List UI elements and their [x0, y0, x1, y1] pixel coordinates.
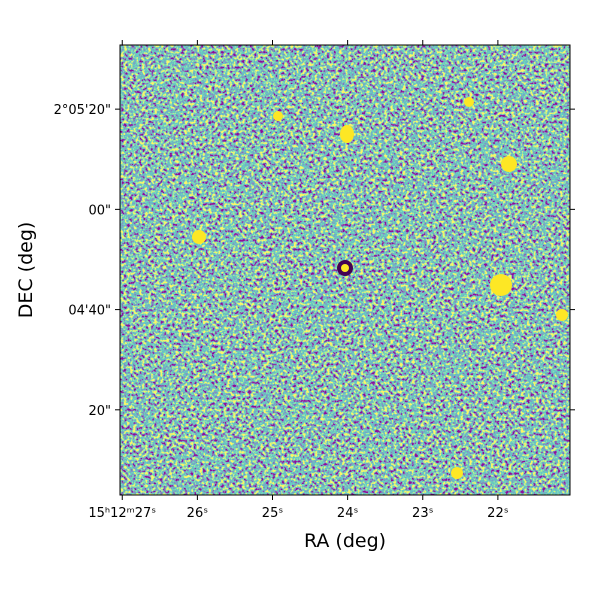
source: [501, 156, 517, 172]
x-tick-label: 26ˢ: [187, 506, 209, 521]
sources: [192, 97, 568, 479]
x-tick-label: 25ˢ: [262, 506, 284, 521]
source: [340, 125, 354, 143]
sky-image: [120, 45, 570, 495]
plot-frame: [119, 44, 571, 496]
y-axis-label: DEC (deg): [15, 222, 37, 319]
source: [273, 111, 283, 121]
y-tick-label: 2°05'20": [54, 103, 111, 118]
x-tick-label: 24ˢ: [337, 506, 359, 521]
x-tick-label: 23ˢ: [412, 506, 434, 521]
y-tick-label: 04'40": [68, 304, 111, 319]
source: [192, 230, 206, 244]
y-tick-label: 00": [88, 203, 111, 218]
source: [451, 467, 463, 479]
source: [341, 264, 349, 272]
source: [490, 274, 512, 296]
x-tick-label: 22ˢ: [487, 506, 509, 521]
x-axis-label: RA (deg): [304, 530, 386, 552]
source: [556, 309, 568, 321]
x-tick-label: 15ʰ12ᵐ27ˢ: [88, 506, 156, 521]
y-tick-label: 20": [88, 404, 111, 419]
source: [464, 97, 474, 107]
